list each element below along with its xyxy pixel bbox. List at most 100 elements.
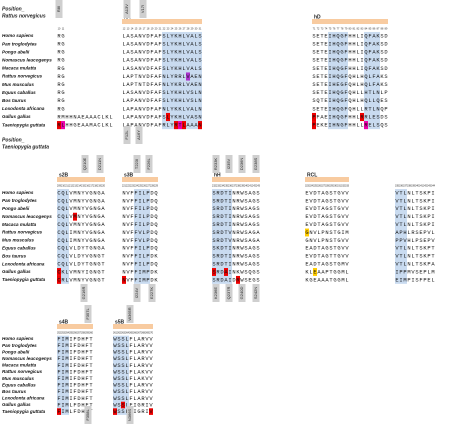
residue: N	[122, 190, 125, 196]
residue: L	[194, 66, 197, 72]
residue: I	[69, 389, 72, 395]
residue: T	[317, 190, 321, 196]
species-name: Equus caballus	[2, 90, 36, 95]
residue: R	[216, 214, 220, 220]
residue: L	[356, 90, 359, 96]
residue: D	[150, 214, 153, 220]
residue: V	[142, 114, 146, 120]
residue: A	[101, 238, 105, 244]
residue: D	[77, 356, 80, 362]
residue: E	[305, 190, 308, 196]
residue: Q	[154, 206, 157, 212]
residue: F	[130, 246, 133, 252]
residue: R	[57, 74, 61, 80]
residue: L	[122, 114, 125, 120]
residue: A	[126, 82, 130, 88]
residue: H	[332, 82, 335, 88]
residue: W	[113, 343, 117, 349]
mutation-box	[123, 0, 131, 18]
residue: G	[89, 238, 92, 244]
residue: S	[130, 50, 133, 56]
residue: R	[216, 277, 220, 283]
residue: I	[69, 369, 72, 375]
residue: R	[57, 82, 61, 88]
residue: G	[89, 269, 92, 275]
position-number: 243	[256, 185, 261, 188]
residue: E	[316, 33, 319, 39]
residue: P	[407, 277, 410, 283]
residue: F	[85, 336, 88, 342]
residue: N	[93, 198, 96, 204]
residue: L	[101, 123, 104, 129]
residue: M	[65, 369, 68, 375]
residue: G	[337, 277, 340, 283]
residue: S	[244, 214, 247, 220]
residue: S	[384, 114, 387, 120]
mutation-label: E227K	[149, 287, 154, 299]
residue: A	[134, 50, 138, 56]
highlight	[178, 121, 182, 130]
residue: L	[368, 114, 371, 120]
residue: D	[384, 50, 387, 56]
residue: L	[166, 123, 169, 129]
residue: Y	[170, 74, 174, 80]
residue: E	[305, 254, 308, 260]
residue: V	[149, 343, 153, 349]
residue: H	[352, 66, 355, 72]
residue: G	[337, 230, 340, 236]
residue: K	[423, 206, 427, 212]
position-number: 21	[159, 28, 162, 31]
residue: V	[126, 262, 130, 268]
residue: T	[320, 106, 324, 112]
position-number: 358	[81, 332, 86, 335]
residue: D	[313, 190, 316, 196]
residue: H	[360, 82, 363, 88]
residue: N	[198, 123, 201, 129]
residue: V	[309, 190, 313, 196]
residue: I	[69, 356, 72, 362]
residue: S	[198, 50, 201, 56]
residue: K	[141, 376, 145, 382]
residue: E	[324, 90, 327, 96]
residue: F	[129, 376, 132, 382]
residue: V	[126, 238, 130, 244]
position-number: 210	[61, 185, 66, 188]
residue: L	[403, 246, 406, 252]
residue: M	[65, 389, 68, 395]
residue: E	[427, 277, 430, 283]
residue: F	[344, 114, 347, 120]
residue: K	[174, 90, 178, 96]
residue: W	[113, 376, 117, 382]
residue: A	[134, 114, 138, 120]
residue: E	[77, 123, 80, 129]
residue: K	[305, 277, 309, 283]
residue: A	[137, 356, 141, 362]
residue: S	[162, 98, 165, 104]
residue: V	[126, 269, 130, 275]
residue: H	[178, 66, 181, 72]
residue: L	[122, 98, 125, 104]
position-number: 340	[415, 185, 420, 188]
residue: R	[57, 42, 61, 48]
residue: F	[73, 376, 76, 382]
mutation-box	[126, 406, 134, 424]
position-number: 219	[97, 185, 102, 188]
residue: G	[97, 254, 100, 260]
residue: T	[317, 214, 321, 220]
position-number: 367	[137, 332, 142, 335]
residue: S	[117, 350, 120, 356]
residue: G	[97, 190, 100, 196]
position-species: Taeniopygia guttata	[2, 144, 49, 150]
position-number: 354	[65, 332, 70, 335]
residue: N	[122, 277, 125, 283]
position-number: 30	[195, 28, 198, 31]
residue: D	[77, 383, 80, 389]
mutation-label: R233K	[213, 158, 218, 171]
residue: F	[344, 98, 347, 104]
residue: S	[117, 389, 120, 395]
residue: K	[174, 66, 178, 72]
residue: H	[81, 409, 84, 415]
mutation-box	[238, 155, 246, 173]
residue: L	[65, 238, 68, 244]
residue: F	[368, 66, 371, 72]
